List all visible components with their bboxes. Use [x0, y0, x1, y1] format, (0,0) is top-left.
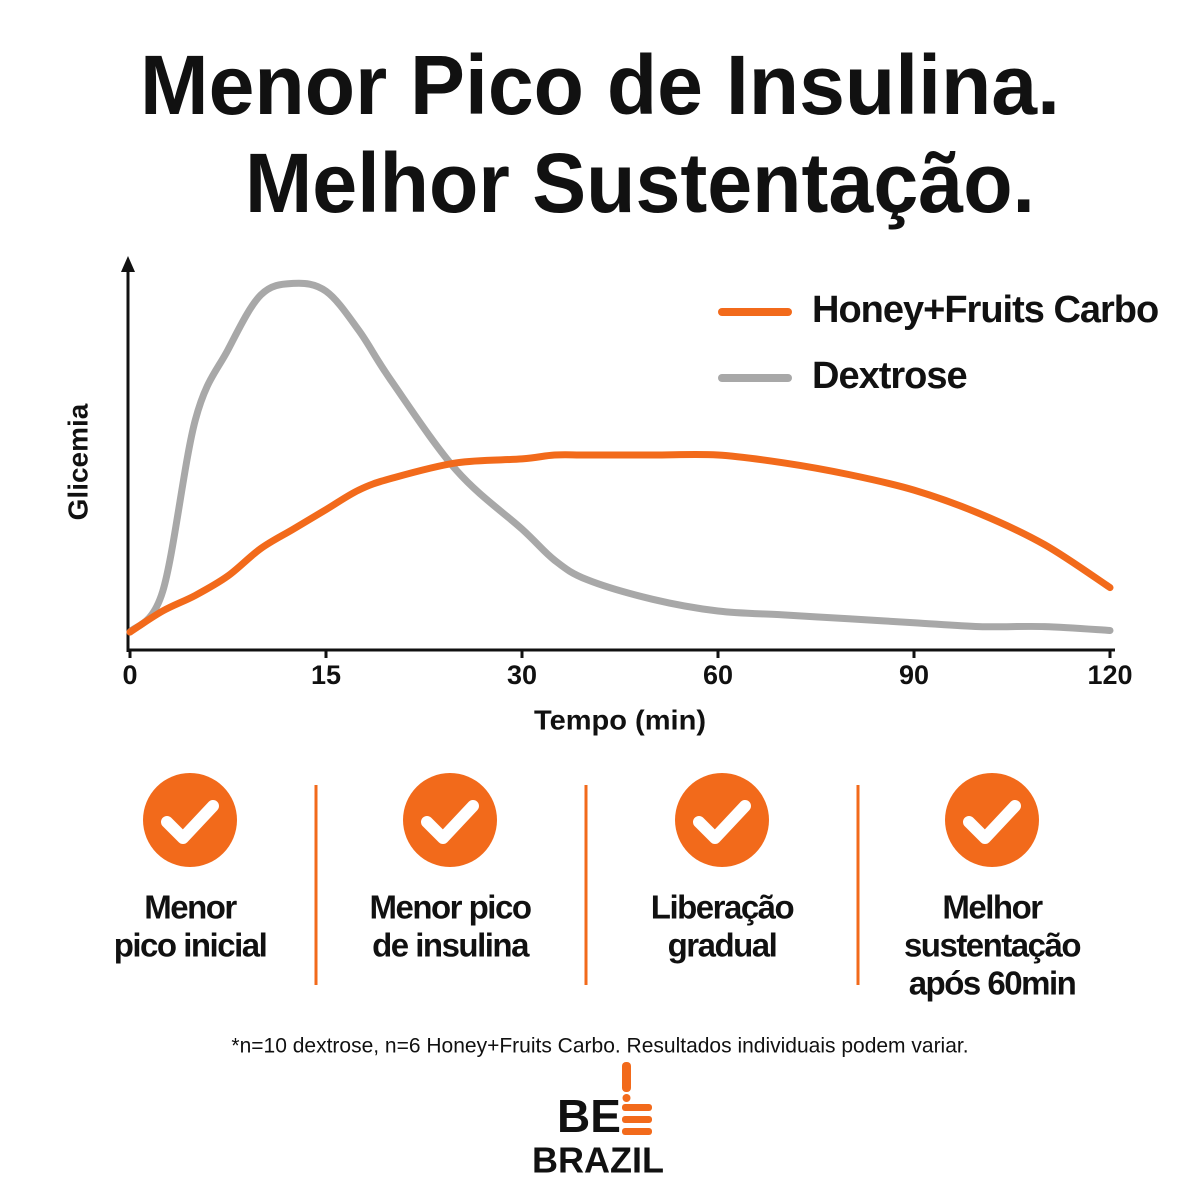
feature-text: Liberação [651, 889, 794, 926]
x-tick-label: 15 [311, 660, 341, 690]
legend-label: Honey+Fruits Carbo [812, 289, 1158, 331]
check-circle [945, 773, 1039, 867]
check-mark [161, 800, 219, 844]
series-line [126, 279, 1114, 636]
logo: BE BRAZIL [532, 1062, 664, 1181]
legend-label: Dextrose [812, 355, 967, 397]
x-axis-label: Tempo (min) [534, 704, 706, 735]
logo-mark [622, 1062, 631, 1092]
x-tick-label: 90 [899, 660, 929, 690]
check-mark [963, 800, 1021, 844]
x-tick-label: 60 [703, 660, 733, 690]
y-axis-arrow [121, 256, 135, 272]
title-line: Menor Pico de Insulina. [140, 38, 1060, 132]
series-line [126, 450, 1114, 636]
feature-text: Menor pico [369, 889, 530, 926]
title-line: Melhor Sustentação. [245, 136, 1035, 230]
x-tick-label: 0 [122, 660, 137, 690]
feature-text: gradual [668, 927, 777, 964]
x-tick-label: 120 [1087, 660, 1132, 690]
feature-text: pico inicial [114, 927, 267, 964]
footnote: *n=10 dextrose, n=6 Honey+Fruits Carbo. … [231, 1035, 968, 1058]
check-circle [403, 773, 497, 867]
check-circle [675, 773, 769, 867]
logo-top: BE [557, 1090, 621, 1142]
feature-text: após 60min [909, 965, 1076, 1002]
logo-mark [622, 1094, 631, 1102]
logo-bottom: BRAZIL [532, 1140, 664, 1181]
feature-text: sustentação [904, 927, 1080, 964]
logo-mark [622, 1128, 652, 1135]
feature-text: Melhor [942, 889, 1043, 926]
y-axis-label: Glicemia [62, 403, 93, 520]
feature-text: Menor [144, 889, 237, 926]
feature-text: de insulina [372, 927, 530, 964]
logo-mark [622, 1116, 652, 1123]
check-circle [143, 773, 237, 867]
x-tick-label: 30 [507, 660, 537, 690]
check-mark [421, 800, 479, 844]
check-mark [693, 800, 751, 844]
logo-mark [622, 1104, 652, 1111]
